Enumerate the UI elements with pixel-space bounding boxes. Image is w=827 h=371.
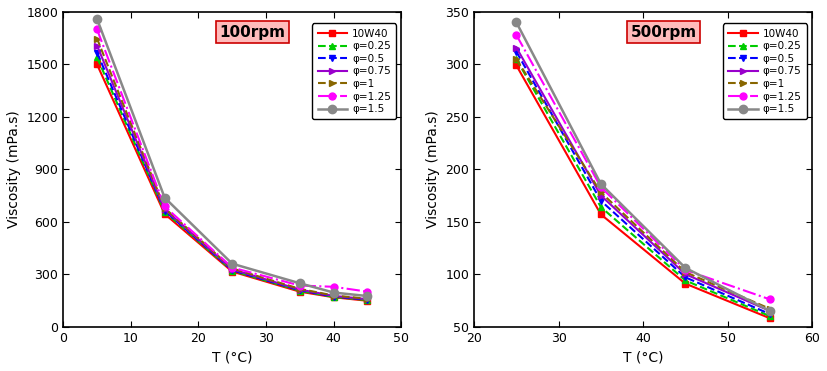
φ=0.25	[328, 295, 338, 299]
Line: 10W40: 10W40	[513, 62, 773, 322]
φ=0.75	[227, 267, 237, 272]
φ=0.5	[362, 298, 372, 302]
Y-axis label: Viscosity (mPa.s): Viscosity (mPa.s)	[426, 111, 440, 228]
φ=1	[362, 296, 372, 301]
φ=1.25	[596, 185, 606, 189]
Line: φ=0.25: φ=0.25	[513, 56, 773, 320]
φ=0.5	[765, 312, 775, 316]
φ=1	[160, 206, 170, 210]
φ=1.5	[511, 20, 521, 24]
X-axis label: T (°C): T (°C)	[623, 350, 663, 364]
φ=1	[511, 57, 521, 61]
Line: φ=1.25: φ=1.25	[93, 26, 370, 295]
Line: φ=1: φ=1	[513, 56, 773, 312]
Line: φ=0.75: φ=0.75	[93, 42, 370, 303]
φ=1.5	[362, 294, 372, 298]
10W40	[511, 63, 521, 68]
φ=1.5	[596, 182, 606, 186]
Line: φ=1.5: φ=1.5	[512, 18, 774, 315]
Y-axis label: Viscosity (mPa.s): Viscosity (mPa.s)	[7, 111, 21, 228]
X-axis label: T (°C): T (°C)	[212, 350, 252, 364]
φ=0.5	[160, 209, 170, 213]
φ=0.75	[681, 272, 691, 276]
Legend: 10W40, φ=0.25, φ=0.5, φ=0.75, φ=1, φ=1.25, φ=1.5: 10W40, φ=0.25, φ=0.5, φ=0.75, φ=1, φ=1.2…	[724, 23, 807, 119]
Line: φ=1: φ=1	[93, 35, 370, 302]
10W40	[328, 295, 338, 299]
φ=0.5	[328, 294, 338, 299]
10W40	[295, 289, 305, 294]
Line: 10W40: 10W40	[93, 61, 370, 304]
10W40	[92, 62, 102, 67]
φ=0.25	[511, 57, 521, 61]
φ=0.75	[160, 207, 170, 211]
φ=1.5	[328, 290, 338, 295]
Text: 100rpm: 100rpm	[219, 24, 285, 40]
φ=1.25	[681, 268, 691, 272]
φ=0.25	[92, 55, 102, 60]
φ=1.5	[681, 266, 691, 270]
φ=0.75	[328, 293, 338, 298]
φ=1	[596, 190, 606, 195]
φ=1.25	[295, 283, 305, 288]
φ=1.25	[160, 204, 170, 209]
φ=0.5	[92, 50, 102, 55]
φ=1	[765, 306, 775, 311]
10W40	[227, 269, 237, 274]
φ=0.25	[160, 209, 170, 214]
φ=0.25	[596, 205, 606, 209]
10W40	[160, 211, 170, 216]
φ=1.5	[295, 281, 305, 286]
φ=0.25	[681, 278, 691, 283]
Line: φ=0.5: φ=0.5	[513, 48, 773, 318]
10W40	[596, 212, 606, 217]
10W40	[765, 316, 775, 321]
φ=0.25	[362, 298, 372, 302]
Line: φ=0.75: φ=0.75	[513, 44, 773, 314]
φ=0.75	[596, 193, 606, 198]
φ=0.75	[92, 43, 102, 48]
φ=0.5	[295, 288, 305, 292]
φ=1.25	[227, 265, 237, 270]
φ=0.75	[295, 288, 305, 292]
φ=0.75	[511, 45, 521, 50]
φ=1	[227, 266, 237, 271]
φ=1	[328, 293, 338, 298]
Line: φ=0.25: φ=0.25	[93, 54, 370, 303]
φ=1.25	[328, 285, 338, 289]
φ=1	[681, 270, 691, 274]
Line: φ=1.25: φ=1.25	[513, 32, 773, 303]
φ=1.5	[92, 17, 102, 21]
φ=0.5	[227, 268, 237, 272]
φ=1.5	[765, 309, 775, 313]
10W40	[681, 282, 691, 286]
φ=1.25	[362, 289, 372, 294]
10W40	[362, 299, 372, 303]
φ=1	[92, 36, 102, 41]
φ=1.5	[160, 196, 170, 200]
φ=1.25	[765, 297, 775, 302]
φ=0.25	[227, 269, 237, 273]
Line: φ=1.5: φ=1.5	[93, 15, 371, 300]
φ=0.75	[362, 297, 372, 301]
φ=0.5	[596, 198, 606, 203]
φ=0.5	[681, 275, 691, 280]
φ=1.25	[511, 33, 521, 37]
φ=0.25	[765, 314, 775, 318]
Line: φ=0.5: φ=0.5	[93, 49, 370, 303]
φ=0.5	[511, 50, 521, 54]
φ=1.5	[227, 262, 237, 266]
Text: 500rpm: 500rpm	[630, 24, 696, 40]
φ=0.25	[295, 289, 305, 293]
φ=0.75	[765, 309, 775, 313]
φ=1	[295, 287, 305, 291]
Legend: 10W40, φ=0.25, φ=0.5, φ=0.75, φ=1, φ=1.25, φ=1.5: 10W40, φ=0.25, φ=0.5, φ=0.75, φ=1, φ=1.2…	[313, 23, 396, 119]
φ=1.25	[92, 27, 102, 32]
